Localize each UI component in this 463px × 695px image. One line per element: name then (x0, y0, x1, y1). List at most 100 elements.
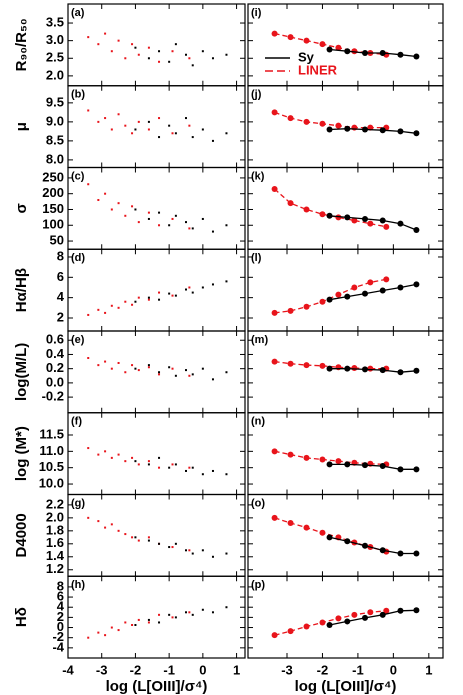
scatter-point (137, 369, 140, 372)
scatter-point (97, 308, 100, 311)
series-point (344, 365, 351, 372)
series-point (351, 217, 358, 224)
series-point (379, 547, 386, 554)
series-point (335, 122, 342, 129)
scatter-point (168, 60, 171, 63)
panel-frame (67, 330, 246, 414)
scatter-point (131, 456, 134, 459)
scatter-point (147, 298, 150, 301)
series-point (326, 534, 333, 541)
scatter-point (104, 450, 107, 453)
scatter-point (137, 221, 140, 224)
series-line (329, 463, 417, 470)
y-tick-label: 4 (57, 599, 65, 614)
scatter-point (124, 300, 127, 303)
y-tick-label: 11.0 (39, 443, 64, 458)
series-point (335, 458, 342, 465)
y-tick-label: 4 (57, 289, 65, 304)
scatter-point (87, 36, 90, 39)
series-point (379, 611, 386, 618)
scatter-point (137, 463, 140, 466)
series-point (379, 463, 386, 470)
y-tick-label: 3.5 (46, 14, 64, 29)
panel-frame (247, 166, 444, 250)
x-tick-label: 1 (425, 662, 432, 677)
series-point (383, 223, 390, 230)
scatter-point (124, 460, 127, 463)
series-point (303, 303, 310, 310)
scatter-point (185, 53, 187, 56)
scatter-point (97, 199, 100, 202)
scatter-point (134, 300, 137, 303)
series-point (367, 609, 374, 616)
panel-label: (n) (251, 416, 265, 428)
scatter-point (211, 611, 214, 614)
series-point (383, 607, 390, 614)
scatter-point (131, 43, 134, 46)
scatter-point (201, 549, 204, 552)
scatter-point (134, 460, 137, 463)
panel-frame (67, 3, 246, 87)
scatter-point (147, 46, 150, 49)
y-tick-label: 6 (57, 589, 64, 604)
scatter-point (158, 211, 161, 214)
y-tick-label: 2 (57, 309, 64, 324)
scatter-point (168, 224, 171, 227)
scatter-point (87, 357, 90, 360)
series-point (383, 276, 390, 283)
series-point (413, 53, 420, 60)
scatter-point (147, 57, 150, 60)
panel-frame (67, 493, 246, 577)
scatter-point (211, 57, 214, 60)
series-point (319, 619, 326, 626)
scatter-point (147, 618, 150, 621)
panel-label: (c) (71, 170, 85, 182)
panel-label: (h) (71, 579, 85, 591)
scatter-point (147, 211, 150, 214)
scatter-point (201, 473, 204, 476)
scatter-point (158, 466, 161, 469)
panel-frame (67, 412, 246, 496)
y-tick-label: 2.0 (46, 509, 64, 524)
y-tick-label: 50 (50, 232, 64, 247)
scatter-point (131, 364, 134, 367)
y-tick-label: 0.0 (46, 374, 64, 389)
series-point (351, 611, 358, 618)
series-point (271, 358, 278, 365)
series-point (271, 30, 278, 37)
series-point (326, 621, 333, 628)
scatter-point (185, 369, 187, 372)
scatter-point (131, 536, 134, 539)
y-tick-label: 9.5 (46, 94, 64, 109)
scatter-point (168, 546, 171, 549)
scatter-point (110, 50, 113, 53)
y-tick-label: 1.4 (46, 548, 65, 563)
scatter-point (225, 132, 228, 135)
series-point (397, 51, 404, 58)
scatter-point (131, 205, 134, 208)
series-point (351, 364, 358, 371)
scatter-point (134, 367, 137, 370)
series-point (335, 615, 342, 622)
scatter-point (104, 526, 107, 529)
scatter-point (168, 292, 171, 295)
panel-label: (e) (71, 334, 85, 346)
scatter-point (147, 460, 150, 463)
series-point (362, 215, 368, 222)
series-point (397, 550, 404, 557)
series-point (303, 118, 310, 125)
x-axis-label: log (L[OIII]/σ⁴) (295, 678, 397, 695)
scatter-point (110, 523, 113, 526)
scatter-point (158, 50, 161, 53)
scatter-point (168, 124, 171, 127)
scatter-point (191, 291, 194, 294)
series-point (362, 366, 368, 373)
series-point (271, 185, 278, 192)
x-tick-label: -3 (281, 662, 293, 677)
panel-frame (247, 412, 444, 496)
scatter-point (225, 371, 228, 374)
series-point (362, 462, 368, 469)
x-tick-label: 0 (390, 662, 397, 677)
panel-label: (k) (251, 170, 265, 182)
x-tick-label: -2 (130, 662, 142, 677)
